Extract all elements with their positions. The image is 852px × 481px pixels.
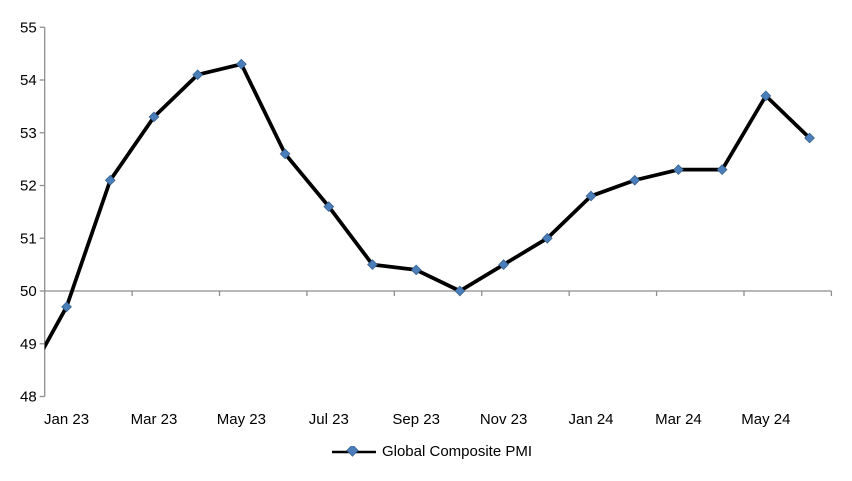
data-point-marker [629,174,641,186]
data-point-marker [804,132,815,144]
y-axis-label: 51 [20,230,37,247]
data-point-marker [279,148,291,160]
data-point-marker [192,69,204,81]
x-axis-label: Jan 23 [44,411,89,428]
x-axis-label: Nov 23 [480,411,528,428]
data-point-marker [367,259,378,270]
data-point-marker [716,164,728,176]
x-axis-label: Jan 24 [568,411,613,428]
data-point-marker [454,285,466,297]
legend-line-marker-icon [331,446,376,457]
y-axis-label: 55 [20,19,37,36]
data-point-marker [673,164,684,176]
y-axis-label: 53 [20,125,37,142]
data-point-marker [760,90,772,102]
pmi-line [44,62,811,351]
y-axis-label: 49 [20,336,37,353]
data-point-marker [61,301,72,313]
x-axis-label: Mar 24 [655,411,702,428]
y-axis-label: 54 [20,72,37,89]
data-point-marker [236,58,247,70]
x-axis-label: Sep 23 [392,411,440,428]
data-point-marker [585,190,597,202]
data-point-marker [541,232,553,244]
data-point-marker [323,201,335,212]
data-point-marker [148,111,160,123]
data-point-marker [498,259,509,270]
x-axis-label: May 23 [217,411,266,428]
data-point-marker [410,264,422,276]
x-axis-label: Mar 23 [131,411,178,428]
y-axis-label: 48 [20,389,37,406]
x-axis-label: May 24 [741,411,790,428]
x-axis-label: Jul 23 [309,411,349,428]
y-axis-label: 52 [20,178,37,195]
data-point-marker [104,174,116,186]
legend-label: Global Composite PMI [381,443,533,460]
y-axis-label: 50 [20,283,37,300]
legend: Global Composite PMI [331,443,533,460]
